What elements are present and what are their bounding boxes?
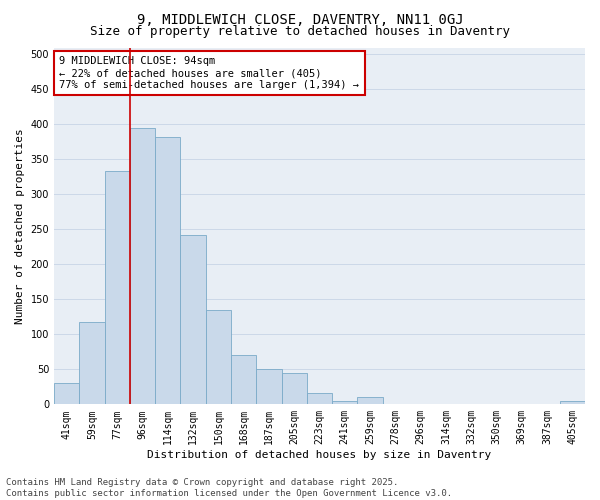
Text: Size of property relative to detached houses in Daventry: Size of property relative to detached ho… bbox=[90, 25, 510, 38]
Text: Contains HM Land Registry data © Crown copyright and database right 2025.
Contai: Contains HM Land Registry data © Crown c… bbox=[6, 478, 452, 498]
Bar bbox=[307, 393, 332, 404]
Bar bbox=[155, 137, 181, 404]
Text: 9, MIDDLEWICH CLOSE, DAVENTRY, NN11 0GJ: 9, MIDDLEWICH CLOSE, DAVENTRY, NN11 0GJ bbox=[137, 12, 463, 26]
Bar bbox=[256, 370, 281, 404]
Bar bbox=[181, 235, 206, 404]
Bar bbox=[231, 356, 256, 405]
Bar bbox=[104, 172, 130, 404]
Bar bbox=[560, 401, 585, 404]
Bar bbox=[281, 373, 307, 404]
Text: 9 MIDDLEWICH CLOSE: 94sqm
← 22% of detached houses are smaller (405)
77% of semi: 9 MIDDLEWICH CLOSE: 94sqm ← 22% of detac… bbox=[59, 56, 359, 90]
Bar bbox=[79, 322, 104, 404]
Y-axis label: Number of detached properties: Number of detached properties bbox=[15, 128, 25, 324]
Bar bbox=[206, 310, 231, 404]
X-axis label: Distribution of detached houses by size in Daventry: Distribution of detached houses by size … bbox=[148, 450, 491, 460]
Bar bbox=[358, 398, 383, 404]
Bar bbox=[130, 128, 155, 404]
Bar bbox=[332, 401, 358, 404]
Bar bbox=[54, 384, 79, 404]
